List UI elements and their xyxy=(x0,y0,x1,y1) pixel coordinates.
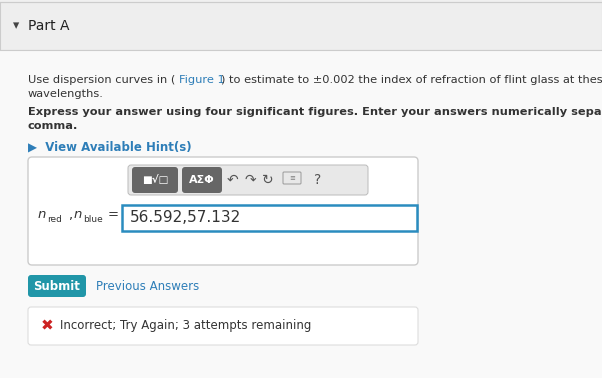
Text: ▾: ▾ xyxy=(13,20,19,33)
Text: Previous Answers: Previous Answers xyxy=(96,279,199,293)
Text: wavelengths.: wavelengths. xyxy=(28,89,104,99)
Text: Incorrect; Try Again; 3 attempts remaining: Incorrect; Try Again; 3 attempts remaini… xyxy=(60,319,311,333)
FancyBboxPatch shape xyxy=(28,157,418,265)
FancyBboxPatch shape xyxy=(182,167,222,193)
Text: Use dispersion curves in (: Use dispersion curves in ( xyxy=(28,75,175,85)
FancyBboxPatch shape xyxy=(0,2,602,50)
FancyBboxPatch shape xyxy=(28,275,86,297)
Text: comma.: comma. xyxy=(28,121,78,131)
Text: Submit: Submit xyxy=(34,279,81,293)
Text: ■√□: ■√□ xyxy=(142,175,168,185)
Text: ?: ? xyxy=(314,173,321,187)
Text: red: red xyxy=(47,214,62,223)
Text: ) to estimate to ±0.002 the index of refraction of flint glass at these two: ) to estimate to ±0.002 the index of ref… xyxy=(221,75,602,85)
Text: n: n xyxy=(38,209,46,222)
Text: ▶  View Available Hint(s): ▶ View Available Hint(s) xyxy=(28,141,191,154)
Text: ≡: ≡ xyxy=(289,175,295,181)
Text: ↻: ↻ xyxy=(262,173,274,187)
FancyBboxPatch shape xyxy=(283,172,301,184)
Text: n: n xyxy=(74,209,82,222)
Text: 56.592,57.132: 56.592,57.132 xyxy=(130,211,241,226)
Text: ,: , xyxy=(68,209,72,222)
Text: blue: blue xyxy=(83,214,103,223)
FancyBboxPatch shape xyxy=(28,307,418,345)
Text: ↶: ↶ xyxy=(226,173,238,187)
FancyBboxPatch shape xyxy=(132,167,178,193)
FancyBboxPatch shape xyxy=(0,50,602,378)
Text: AΣΦ: AΣΦ xyxy=(189,175,215,185)
Text: ✖: ✖ xyxy=(40,319,54,333)
Text: =: = xyxy=(108,209,119,222)
FancyBboxPatch shape xyxy=(122,205,417,231)
FancyBboxPatch shape xyxy=(128,165,368,195)
Text: Part A: Part A xyxy=(28,19,69,33)
Text: Express your answer using four significant figures. Enter your answers numerical: Express your answer using four significa… xyxy=(28,107,602,117)
Text: ↷: ↷ xyxy=(244,173,256,187)
Text: Figure 1: Figure 1 xyxy=(179,75,225,85)
